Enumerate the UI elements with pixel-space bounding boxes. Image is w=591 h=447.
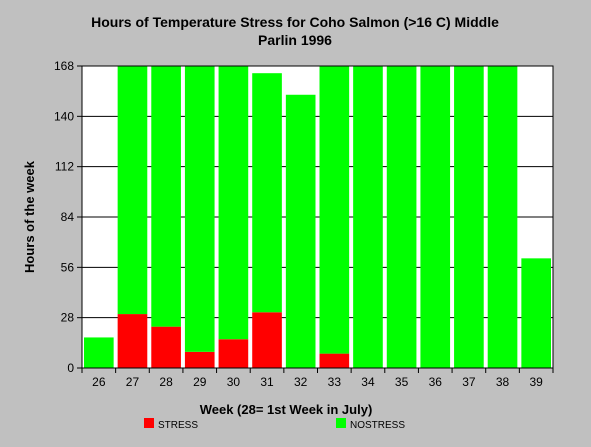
bar-nostress-week-27 bbox=[117, 66, 148, 315]
bar-nostress-week-33 bbox=[319, 66, 350, 354]
x-axis: 26 27 28 29 30 31 32 33 34 35 36 37 38 39 bbox=[81, 368, 554, 389]
bar-nostress-week-29 bbox=[184, 66, 215, 352]
legend-label: NOSTRESS bbox=[350, 420, 405, 431]
bar-stress-week-31 bbox=[252, 312, 282, 368]
legend-swatch bbox=[144, 418, 154, 428]
x-tick-label: 39 bbox=[529, 375, 543, 389]
bar-stress-week-33 bbox=[319, 353, 350, 368]
x-tick-label: 38 bbox=[496, 375, 510, 389]
y-axis: 0 28 56 84 112 140 168 bbox=[54, 59, 82, 375]
bar-stress-week-27 bbox=[117, 314, 148, 368]
x-tick-label: 30 bbox=[227, 375, 241, 389]
bar-nostress-week-26 bbox=[84, 337, 114, 368]
bar-nostress-week-32 bbox=[285, 94, 316, 368]
legend-swatch bbox=[336, 418, 346, 428]
y-axis-title: Hours of the week bbox=[22, 160, 37, 273]
bars bbox=[84, 66, 551, 368]
x-tick-label: 28 bbox=[159, 375, 173, 389]
x-tick-label: 32 bbox=[294, 375, 308, 389]
legend-item-stress: STRESS bbox=[144, 418, 198, 431]
bar-nostress-week-28 bbox=[151, 66, 181, 327]
legend: STRESS NOSTRESS bbox=[144, 418, 405, 431]
y-tick-label: 0 bbox=[67, 361, 74, 375]
x-tick-label: 27 bbox=[126, 375, 140, 389]
bar-nostress-week-35 bbox=[386, 66, 417, 368]
bar-stress-week-30 bbox=[218, 339, 249, 368]
bar-nostress-week-34 bbox=[353, 66, 383, 368]
y-tick-label: 168 bbox=[54, 59, 74, 73]
y-tick-label: 28 bbox=[61, 311, 75, 325]
x-tick-label: 34 bbox=[361, 375, 375, 389]
chart-title-line2: Parlin 1996 bbox=[258, 32, 332, 48]
y-tick-label: 84 bbox=[61, 210, 75, 224]
y-tick-label: 56 bbox=[61, 260, 75, 274]
x-tick-label: 35 bbox=[395, 375, 409, 389]
bar-stress-week-29 bbox=[184, 351, 215, 368]
legend-label: STRESS bbox=[158, 420, 198, 431]
x-tick-label: 31 bbox=[260, 375, 274, 389]
y-tick-label: 112 bbox=[55, 160, 74, 174]
x-tick-label: 33 bbox=[328, 375, 342, 389]
x-tick-label: 37 bbox=[462, 375, 476, 389]
x-tick-label: 29 bbox=[193, 375, 207, 389]
x-axis-title: Week (28= 1st Week in July) bbox=[200, 402, 373, 417]
bar-nostress-week-38 bbox=[487, 66, 518, 368]
y-tick-label: 140 bbox=[54, 109, 74, 123]
bar-nostress-week-30 bbox=[218, 66, 249, 340]
bar-nostress-week-36 bbox=[420, 66, 451, 368]
legend-item-nostress: NOSTRESS bbox=[336, 418, 405, 431]
x-tick-label: 36 bbox=[429, 375, 443, 389]
bar-nostress-week-37 bbox=[454, 66, 484, 368]
x-tick-label: 26 bbox=[92, 375, 106, 389]
bar-stress-week-28 bbox=[151, 326, 181, 368]
bar-nostress-week-39 bbox=[521, 258, 551, 368]
chart-title-line1: Hours of Temperature Stress for Coho Sal… bbox=[91, 14, 499, 30]
bar-nostress-week-31 bbox=[252, 73, 282, 313]
